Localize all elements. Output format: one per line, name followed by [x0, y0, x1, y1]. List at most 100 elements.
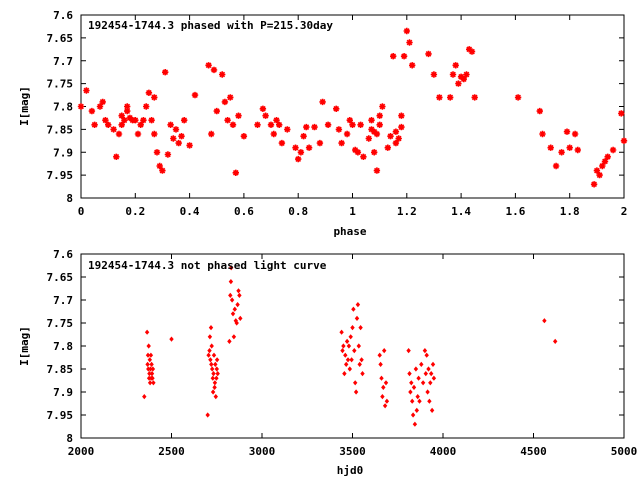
data-point [215, 371, 220, 377]
y-tick-label: 7.6 [53, 9, 73, 22]
data-point [552, 162, 561, 170]
data-point [120, 116, 129, 125]
data-point [169, 336, 174, 342]
data-point [339, 329, 344, 335]
data-point [553, 338, 558, 344]
data-point [417, 398, 422, 404]
data-point [296, 148, 305, 157]
x-tick-label: 3500 [339, 445, 366, 458]
data-point [220, 97, 229, 106]
data-point [191, 91, 199, 100]
data-point [98, 97, 107, 106]
data-point [603, 152, 612, 161]
data-point [359, 357, 364, 363]
data-point [208, 357, 213, 363]
data-point [416, 375, 421, 381]
data-point [177, 132, 186, 141]
x-tick-label: 1.4 [451, 205, 471, 218]
data-point [185, 141, 194, 150]
data-point [344, 338, 350, 344]
data-point [147, 357, 152, 363]
data-point [269, 130, 278, 138]
data-point [227, 338, 232, 344]
data-point [180, 116, 189, 125]
data-point [229, 297, 235, 303]
data-point [409, 380, 414, 386]
data-point [353, 389, 359, 395]
data-point [372, 130, 381, 138]
y-tick-label: 7.95 [47, 409, 74, 422]
data-point [422, 348, 428, 354]
y-tick-label: 7.75 [47, 317, 74, 330]
data-point [344, 361, 349, 367]
x-axis-ticks: 2000 2500 3000 3500 4000 4500 5000 [68, 254, 637, 458]
y-axis-ticks: 7.6 7.65 7.7 7.75 7.8 7.85 7.9 7.95 8 [47, 248, 624, 445]
data-point [406, 348, 411, 354]
x-tick-label: 1.8 [560, 205, 580, 218]
data-point [397, 123, 406, 132]
y-tick-label: 7.7 [53, 294, 73, 307]
data-point [231, 334, 237, 340]
data-point [349, 357, 354, 363]
data-point [231, 168, 240, 177]
data-point [210, 389, 216, 395]
y-tick-label: 7.7 [53, 55, 73, 68]
data-point [542, 318, 547, 324]
data-point [275, 120, 284, 129]
data-points [142, 265, 558, 427]
data-point [151, 380, 156, 386]
data-point [299, 132, 308, 141]
chart-title: 192454-1744.3 phased with P=215.30day [88, 19, 333, 32]
data-point [340, 348, 345, 354]
data-point [153, 148, 161, 157]
data-point [346, 343, 352, 349]
data-point [410, 398, 415, 404]
data-point [150, 130, 159, 138]
data-point [364, 134, 373, 143]
data-point [413, 366, 419, 372]
data-point [148, 352, 154, 358]
y-tick-label: 7.75 [47, 78, 74, 91]
data-point [342, 371, 347, 377]
data-point [226, 93, 235, 102]
data-point [370, 148, 379, 157]
data-point [356, 120, 365, 129]
data-point [351, 306, 356, 312]
x-tick-label: 0.8 [288, 205, 308, 218]
data-point [207, 130, 216, 138]
data-point [207, 348, 212, 354]
data-point [375, 120, 384, 129]
data-point [131, 116, 140, 125]
data-point [144, 329, 150, 335]
data-point [218, 70, 227, 79]
data-point [214, 375, 219, 381]
x-tick-label: 2500 [158, 445, 185, 458]
data-point [161, 68, 170, 77]
data-point [230, 311, 236, 317]
x-tick-label: 1.2 [397, 205, 417, 218]
data-point [408, 61, 417, 70]
data-point [448, 70, 458, 79]
data-point [617, 109, 626, 118]
y-tick-label: 7.6 [53, 248, 73, 261]
data-point [236, 288, 241, 294]
data-point [239, 132, 248, 141]
data-point [397, 111, 406, 120]
data-point [382, 348, 387, 354]
data-point [166, 120, 175, 129]
data-point [150, 366, 156, 372]
data-point [446, 93, 455, 102]
y-tick-label: 7.85 [47, 363, 74, 376]
data-point [158, 166, 167, 175]
x-tick-label: 1 [349, 205, 356, 218]
data-point [609, 146, 618, 154]
data-point [360, 371, 365, 377]
data-point [353, 380, 358, 386]
data-point [277, 139, 286, 148]
data-point [429, 70, 438, 79]
data-point [212, 107, 221, 116]
x-tick-label: 0.2 [125, 205, 145, 218]
x-axis-label: hjd0 [337, 464, 364, 477]
data-point [174, 139, 183, 148]
x-tick-label: 4500 [520, 445, 547, 458]
